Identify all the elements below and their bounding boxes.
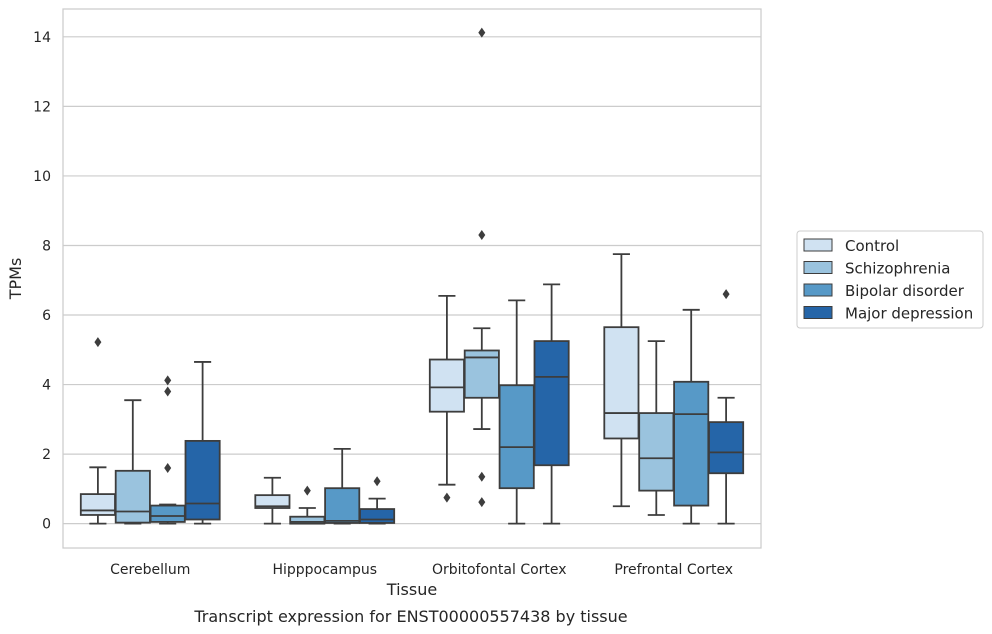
legend-label: Major depression	[845, 305, 973, 323]
grid-lines	[63, 36, 761, 525]
outlier-point	[373, 476, 381, 487]
box-iqr	[638, 412, 675, 492]
box-schizophrenia	[463, 27, 500, 508]
outlier-point	[94, 337, 102, 348]
y-tick-label: 2	[42, 447, 51, 463]
y-axis-label: TPMs	[6, 258, 25, 301]
box-control	[603, 253, 640, 508]
legend-frame	[796, 230, 984, 329]
x-axis-label: Tissue	[386, 580, 437, 599]
y-tick-label: 10	[33, 169, 51, 185]
outlier-point	[478, 471, 486, 482]
box-control	[428, 294, 465, 503]
box-iqr	[359, 508, 396, 524]
box-iqr	[114, 469, 151, 524]
x-tick-labels: Cerebellum Hipppocampus Orbitofontal Corte…	[110, 562, 733, 578]
box-iqr	[79, 493, 116, 516]
box-iqr	[708, 421, 745, 475]
figure-caption: Transcript expression for ENST0000055743…	[193, 607, 627, 626]
box-bipolar-disorder	[673, 308, 710, 525]
box-iqr	[498, 384, 535, 490]
outlier-point	[164, 386, 172, 397]
outlier-point	[722, 289, 730, 300]
boxes	[79, 27, 745, 525]
outlier-point	[443, 492, 451, 503]
plot-frame	[62, 8, 762, 549]
box-schizophrenia	[289, 485, 326, 525]
box-schizophrenia	[114, 399, 151, 525]
y-tick-label: 8	[42, 238, 51, 254]
legend-label: Control	[845, 237, 899, 255]
box-control	[79, 337, 116, 525]
x-tick-label: Cerebellum	[110, 562, 190, 578]
box-schizophrenia	[638, 340, 675, 516]
box-major-depression	[359, 476, 396, 525]
outlier-point	[478, 497, 486, 508]
y-tick-label: 4	[42, 378, 51, 394]
legend-label: Schizophrenia	[845, 260, 950, 278]
outlier-point	[478, 230, 486, 241]
box-major-depression	[533, 283, 570, 525]
outlier-point	[303, 485, 311, 496]
y-tick-label: 14	[33, 30, 51, 46]
box-control	[254, 476, 291, 525]
legend-label: Bipolar disorder	[845, 282, 965, 300]
box-bipolar-disorder	[324, 447, 361, 525]
legend: Control Schizophrenia Bipolar disorder Majo…	[796, 230, 984, 329]
legend-swatch	[803, 283, 833, 297]
box-iqr	[149, 504, 186, 523]
box-major-depression	[708, 289, 745, 525]
box-iqr	[603, 326, 640, 440]
outlier-point	[164, 463, 172, 474]
y-tick-label: 6	[42, 308, 51, 324]
legend-swatch	[803, 238, 833, 252]
outlier-point	[478, 27, 486, 38]
box-iqr	[184, 439, 221, 521]
box-iqr	[673, 380, 710, 507]
legend-swatch	[803, 306, 833, 319]
y-tick-labels: 0 2 4 6 8 10 12 14	[33, 30, 51, 533]
legend-swatch	[803, 261, 833, 274]
box-iqr	[463, 349, 500, 399]
box-bipolar-disorder	[149, 375, 186, 525]
box-bipolar-disorder	[498, 299, 535, 525]
box-iqr	[533, 340, 570, 467]
box-iqr	[254, 494, 291, 509]
x-tick-label: Orbitofontal Cortex	[432, 562, 567, 578]
box-iqr	[428, 358, 465, 413]
box-major-depression	[184, 361, 221, 525]
box-iqr	[324, 487, 361, 524]
y-tick-label: 12	[33, 99, 51, 115]
outlier-point	[164, 375, 172, 386]
x-tick-label: Hipppocampus	[272, 562, 377, 578]
x-tick-label: Prefrontal Cortex	[614, 562, 733, 578]
y-tick-label: 0	[42, 517, 51, 533]
